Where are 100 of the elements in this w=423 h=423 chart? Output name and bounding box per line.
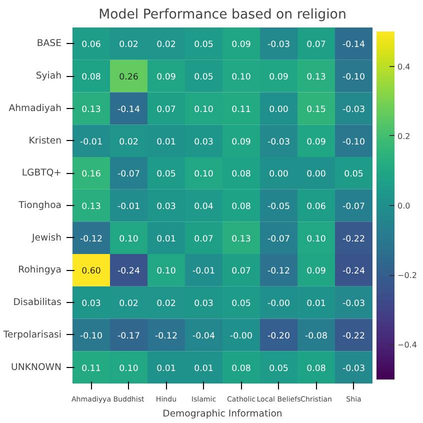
data-label: -0.03 xyxy=(342,364,365,374)
data-label: -0.10 xyxy=(80,331,102,342)
data-label: 0.02 xyxy=(119,137,138,148)
data-label: -0.12 xyxy=(80,234,102,244)
data-label: -0.14 xyxy=(342,40,366,50)
data-label: -0.14 xyxy=(118,104,140,115)
data-label: 0.00 xyxy=(269,104,288,115)
data-label: 0.09 xyxy=(232,40,251,50)
data-label: 0.13 xyxy=(82,202,101,212)
data-label: 0.10 xyxy=(119,234,138,244)
data-label: -0.05 xyxy=(268,202,290,212)
y-tick-label: Syiah xyxy=(36,70,62,82)
data-label: 0.10 xyxy=(156,266,176,277)
data-label: 0.60 xyxy=(82,266,101,277)
data-label: 0.05 xyxy=(232,299,251,310)
data-label: 0.10 xyxy=(194,104,214,115)
data-label: 0.10 xyxy=(306,234,326,244)
data-label: 0.02 xyxy=(156,299,176,310)
data-label: 0.00 xyxy=(269,170,288,180)
y-tick-label: Rohingya xyxy=(18,264,62,276)
data-label: 0.07 xyxy=(232,266,251,277)
data-label: 0.11 xyxy=(232,104,251,115)
data-label: 0.09 xyxy=(156,72,176,83)
data-label: 0.05 xyxy=(344,170,364,180)
data-label: 0.03 xyxy=(156,202,176,212)
y-tick-label: Jewish xyxy=(31,232,62,244)
data-label: 0.13 xyxy=(306,72,326,83)
y-tick-label: Disabilitas xyxy=(13,297,62,308)
data-label: -0.01 xyxy=(118,202,140,212)
chart-title: Model Performance based on religion xyxy=(98,8,346,22)
data-label: -0.03 xyxy=(268,137,290,148)
data-label: -0.12 xyxy=(155,331,178,342)
data-label: -0.24 xyxy=(118,266,140,277)
data-label: 0.04 xyxy=(194,202,214,212)
data-label: -0.03 xyxy=(268,40,290,50)
data-label: 0.09 xyxy=(232,137,251,148)
data-label: -0.01 xyxy=(192,266,215,277)
data-label: 0.03 xyxy=(194,137,214,148)
data-label: 0.13 xyxy=(82,104,101,115)
data-label: 0.01 xyxy=(306,299,326,310)
data-label: 0.02 xyxy=(119,299,138,310)
color-bar-label: −0.2 xyxy=(398,271,417,280)
y-tick-label: BASE xyxy=(36,38,62,50)
data-label: -0.00 xyxy=(230,331,252,342)
data-label: 0.08 xyxy=(82,72,101,83)
data-label: 0.05 xyxy=(194,40,214,50)
data-label: -0.22 xyxy=(342,331,365,342)
data-label: 0.09 xyxy=(306,137,326,148)
data-label: 0.11 xyxy=(82,364,101,374)
color-bar-label: −0.4 xyxy=(398,340,417,350)
data-label: 0.08 xyxy=(306,364,326,374)
data-label: 0.03 xyxy=(82,299,101,310)
color-bar-label: 0.2 xyxy=(398,132,410,141)
y-tick-label: UNKNOWN xyxy=(11,362,62,373)
data-label: 0.08 xyxy=(232,364,251,374)
data-label: -0.22 xyxy=(342,234,365,244)
data-label: 0.07 xyxy=(156,104,176,115)
data-label: 0.01 xyxy=(194,364,214,374)
data-label: 0.08 xyxy=(232,170,251,180)
data-label: -0.12 xyxy=(268,266,290,277)
color-bar-label: 0.4 xyxy=(398,62,410,72)
data-label: 0.01 xyxy=(156,364,176,374)
data-label: 0.00 xyxy=(306,170,326,180)
data-label: -0.07 xyxy=(118,170,140,180)
data-label: 0.05 xyxy=(269,364,288,374)
y-tick-label: Tionghoa xyxy=(18,200,62,211)
data-label: -0.01 xyxy=(80,137,102,148)
data-label: 0.10 xyxy=(119,364,138,374)
data-label: 0.05 xyxy=(156,170,176,180)
data-label: 0.03 xyxy=(194,299,214,310)
data-label: -0.07 xyxy=(268,234,290,244)
data-label: 0.16 xyxy=(82,170,101,180)
y-tick-label: Ahmadiyah xyxy=(8,102,62,114)
data-label: 0.09 xyxy=(306,266,326,277)
data-label: 0.06 xyxy=(306,202,326,212)
data-label: -0.10 xyxy=(342,72,365,83)
data-label: -0.24 xyxy=(342,266,366,277)
data-label: -0.17 xyxy=(118,331,140,342)
data-label: 0.10 xyxy=(232,72,251,83)
x-axis-title: Demographic Information xyxy=(162,408,282,420)
data-label: 0.10 xyxy=(194,170,214,180)
data-label: 0.15 xyxy=(306,104,326,115)
color-bar-label: 0.0 xyxy=(398,202,410,210)
y-tick-label: Terpolarisasi xyxy=(2,329,62,340)
y-tick-label: LGBTQ+ xyxy=(22,168,62,179)
data-label: 0.01 xyxy=(156,234,176,244)
data-label: -0.03 xyxy=(342,104,365,115)
data-label: 0.08 xyxy=(232,202,251,212)
data-label: 0.07 xyxy=(194,234,214,244)
data-label: 0.05 xyxy=(194,72,214,83)
data-label: 0.07 xyxy=(306,40,326,50)
data-label: 0.13 xyxy=(232,234,251,244)
data-label: -0.08 xyxy=(305,331,328,342)
data-label: -0.03 xyxy=(342,299,365,310)
data-label: -0.10 xyxy=(342,137,365,148)
data-label: 0.09 xyxy=(269,72,288,83)
data-label: 0.02 xyxy=(119,40,138,50)
data-label: -0.04 xyxy=(192,331,216,342)
data-label: 0.01 xyxy=(156,137,176,148)
data-label: -0.07 xyxy=(342,202,365,212)
